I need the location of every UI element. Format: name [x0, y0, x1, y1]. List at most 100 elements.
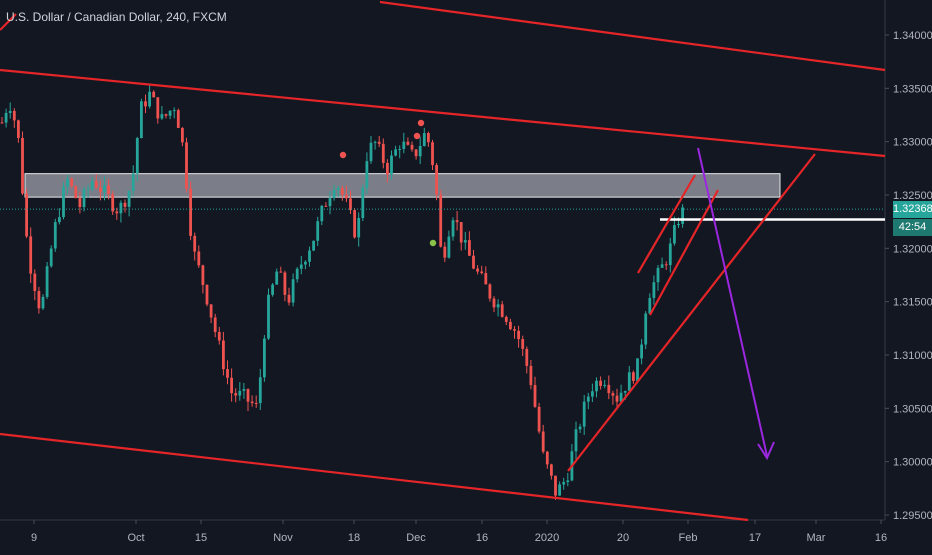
time-tick-label: 17	[749, 532, 761, 544]
candle-body	[316, 221, 320, 241]
candle-body	[578, 426, 582, 430]
partial-channel-line[interactable]	[0, 13, 17, 31]
candle-body	[398, 148, 402, 150]
candle-body	[414, 149, 418, 157]
bar-countdown: 42:54	[898, 221, 927, 234]
candle-body	[12, 110, 16, 121]
lower-channel-line[interactable]	[0, 432, 749, 522]
candle-body	[291, 279, 295, 303]
candle-body	[156, 97, 160, 119]
supply-zone[interactable]	[24, 173, 781, 198]
last-price-value: 1.32368	[893, 203, 932, 216]
candle-body	[250, 401, 254, 404]
rising-wedge-lower[interactable]	[649, 189, 719, 316]
candle-body	[455, 220, 459, 223]
candle-body	[361, 187, 365, 219]
candle-body	[541, 431, 545, 452]
candle-body	[213, 317, 217, 332]
top-channel-line[interactable]	[379, 0, 886, 72]
candle-body	[660, 264, 664, 268]
symbol-title[interactable]: U.S. Dollar / Canadian Dollar, 240, FXCM	[6, 10, 227, 24]
candle-body	[677, 223, 680, 226]
candle-body	[21, 137, 24, 194]
candle-body	[234, 393, 238, 396]
candle-body	[664, 264, 668, 266]
candle-body	[496, 304, 500, 308]
candle-body	[418, 146, 422, 157]
candle-body	[283, 272, 287, 295]
candle-body	[324, 205, 328, 207]
candle-body	[168, 110, 172, 116]
candle-body	[463, 240, 467, 243]
time-tick-label: Nov	[273, 532, 293, 544]
candle-body	[488, 284, 492, 299]
candle-body	[193, 235, 197, 252]
candle-body	[279, 271, 283, 273]
candle-body	[644, 313, 648, 345]
candle-body	[115, 211, 119, 214]
candle-body	[545, 451, 549, 465]
candle-body	[480, 271, 484, 274]
candle-body	[328, 198, 332, 207]
candle-body	[472, 255, 475, 269]
candle-body	[648, 298, 652, 314]
candle-body	[131, 173, 135, 192]
time-tick-label: 16	[476, 532, 488, 544]
candle-body	[140, 101, 143, 139]
candle-body	[369, 142, 373, 162]
price-tick-label: 1.31500	[893, 297, 932, 309]
candle-body	[509, 321, 512, 330]
candle-body	[673, 225, 676, 244]
candle-body	[574, 429, 578, 452]
candle-body	[607, 384, 611, 394]
forecast-arrow[interactable]	[697, 147, 768, 457]
candle-body	[422, 133, 426, 147]
candle-body	[90, 181, 94, 189]
candle-body	[201, 265, 205, 285]
candle-body	[410, 144, 414, 150]
candle-body	[336, 188, 340, 190]
candle-body	[627, 372, 631, 391]
candle-body	[49, 248, 53, 267]
candle-body	[189, 188, 192, 236]
candle-body	[152, 91, 156, 98]
candle-body	[640, 344, 643, 359]
rising-wedge-upper[interactable]	[637, 174, 696, 274]
candle-body	[406, 141, 410, 145]
rising-trendline[interactable]	[567, 153, 816, 472]
candle-body	[119, 202, 123, 214]
candle-body	[562, 482, 566, 485]
candle-body	[320, 205, 324, 222]
candle-body	[504, 316, 508, 322]
candle-body	[258, 377, 262, 404]
candle-body	[107, 185, 110, 195]
candle-body	[431, 142, 434, 166]
candle-body	[390, 155, 393, 175]
candle-body	[513, 329, 516, 331]
candle-body	[636, 358, 639, 381]
candle-body	[566, 480, 570, 483]
candle-body	[377, 141, 381, 144]
candle-body	[558, 484, 561, 496]
candle-body	[271, 284, 274, 295]
candle-body	[74, 186, 78, 199]
candle-body	[525, 348, 529, 366]
candle-body	[222, 340, 225, 370]
candle-body	[275, 271, 279, 285]
price-tick-label: 1.33000	[893, 137, 932, 149]
candle-body	[500, 304, 504, 317]
candle-body	[135, 138, 139, 174]
time-tick-label: 18	[348, 532, 360, 544]
candle-body	[312, 240, 315, 251]
candle-body	[656, 267, 660, 283]
candle-body	[304, 261, 307, 265]
candle-body	[554, 475, 557, 496]
candle-body	[595, 380, 598, 392]
sell-signal-dot	[417, 119, 425, 127]
candle-body	[517, 330, 520, 340]
candle-body	[127, 191, 131, 207]
candle-body	[176, 110, 180, 128]
upper-channel-line[interactable]	[0, 68, 886, 158]
